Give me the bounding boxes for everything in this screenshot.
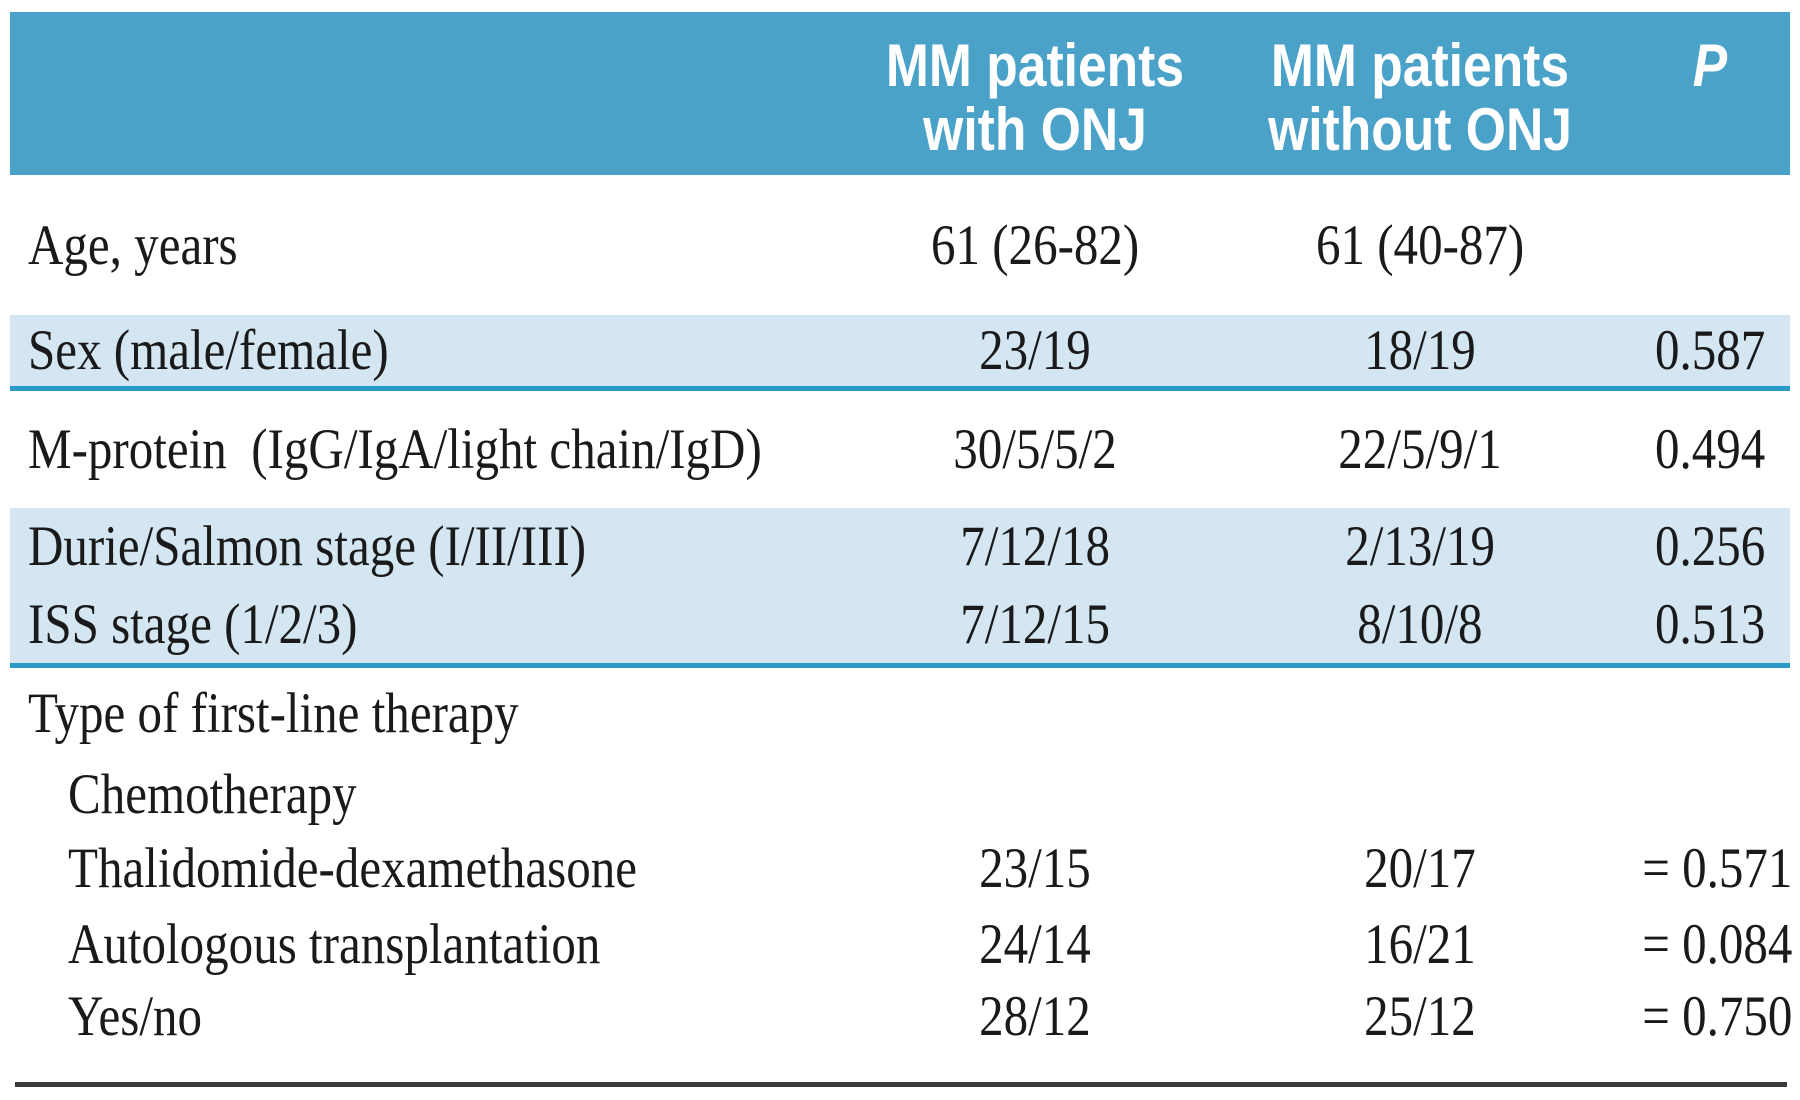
value-without-onj: 20/17 — [1364, 836, 1476, 900]
value-p: 0.587 — [1654, 319, 1766, 382]
value-with-onj: 28/12 — [979, 985, 1091, 1048]
value-without-onj: 25/12 — [1364, 985, 1476, 1048]
header-empty-cell — [10, 12, 860, 34]
value-p: = 0.750 — [1642, 985, 1793, 1048]
column-header-without-onj-line1: MM patients — [1270, 32, 1570, 99]
table-row-therapy-section: Type of first-line therapy — [10, 668, 1790, 758]
value-p: = 0.084 — [1642, 913, 1793, 976]
row-label: Thalidomide-dexamethasone — [68, 836, 637, 900]
value-with-onj: 7/12/15 — [960, 592, 1110, 656]
row-label: Age, years — [28, 213, 238, 277]
table-row-m-protein: M-protein (IgG/IgA/light chain/IgD) 30/5… — [10, 391, 1790, 508]
table-row-sex: Sex (male/female) 23/19 18/19 0.587 — [10, 315, 1790, 391]
table-row-age: Age, years 61 (26-82) 61 (40-87) — [10, 175, 1790, 315]
column-header-p-value: P — [1630, 12, 1790, 98]
value-with-onj: 23/19 — [979, 319, 1091, 382]
value-p — [1630, 213, 1790, 278]
column-header-without-onj: MM patients without ONJ — [1210, 12, 1630, 162]
table-row-thalidomide: Thalidomide-dexamethasone 23/15 20/17 = … — [10, 830, 1793, 906]
row-label: Yes/no — [68, 985, 202, 1048]
row-label: Type of first-line therapy — [28, 681, 519, 745]
value-without-onj: 61 (40-87) — [1315, 213, 1525, 277]
table-row-yes-no: Yes/no 28/12 25/12 = 0.750 — [10, 983, 1793, 1050]
value-p: = 0.571 — [1642, 836, 1793, 900]
value-with-onj: 7/12/18 — [960, 515, 1110, 578]
table-row-iss-stage: ISS stage (1/2/3) 7/12/15 8/10/8 0.513 — [10, 585, 1790, 668]
value-with-onj: 23/15 — [979, 836, 1091, 900]
row-label: Autologous transplantation — [68, 913, 601, 976]
value-p: 0.256 — [1654, 515, 1766, 578]
value-with-onj — [860, 681, 1210, 746]
row-label: Durie/Salmon stage (I/II/III) — [28, 515, 587, 578]
column-header-with-onj: MM patients with ONJ — [860, 12, 1210, 162]
value-without-onj: 8/10/8 — [1357, 592, 1483, 656]
value-p — [1630, 762, 1790, 827]
value-with-onj: 24/14 — [979, 913, 1091, 976]
value-p: 0.494 — [1654, 418, 1766, 481]
row-label: ISS stage (1/2/3) — [28, 592, 358, 656]
value-without-onj: 16/21 — [1364, 913, 1476, 976]
value-without-onj: 2/13/19 — [1345, 515, 1495, 578]
column-header-without-onj-line2: without ONJ — [1268, 96, 1572, 163]
value-without-onj: 18/19 — [1364, 319, 1476, 382]
value-without-onj — [1210, 681, 1630, 746]
value-p: 0.513 — [1654, 592, 1766, 656]
table-row-autologous: Autologous transplantation 24/14 16/21 =… — [10, 906, 1793, 983]
value-with-onj — [860, 762, 1210, 827]
value-p — [1630, 681, 1790, 746]
value-without-onj — [1210, 762, 1630, 827]
row-label: M-protein (IgG/IgA/light chain/IgD) — [28, 418, 762, 481]
row-label: Sex (male/female) — [28, 319, 389, 382]
column-header-p-label: P — [1692, 32, 1728, 99]
table-header-row: MM patients with ONJ MM patients without… — [10, 12, 1790, 175]
bottom-rule — [15, 1082, 1787, 1087]
value-with-onj: 61 (26-82) — [930, 213, 1140, 277]
column-header-with-onj-line1: MM patients — [885, 32, 1185, 99]
value-with-onj: 30/5/5/2 — [953, 418, 1117, 481]
table-row-chemotherapy: Chemotherapy — [10, 758, 1790, 830]
bottom-spacer — [10, 1050, 1790, 1082]
table-row-durie-salmon: Durie/Salmon stage (I/II/III) 7/12/18 2/… — [10, 508, 1790, 585]
column-header-with-onj-line2: with ONJ — [923, 96, 1147, 163]
patient-characteristics-table: MM patients with ONJ MM patients without… — [10, 12, 1793, 1087]
row-label: Chemotherapy — [68, 762, 357, 826]
value-without-onj: 22/5/9/1 — [1338, 418, 1502, 481]
